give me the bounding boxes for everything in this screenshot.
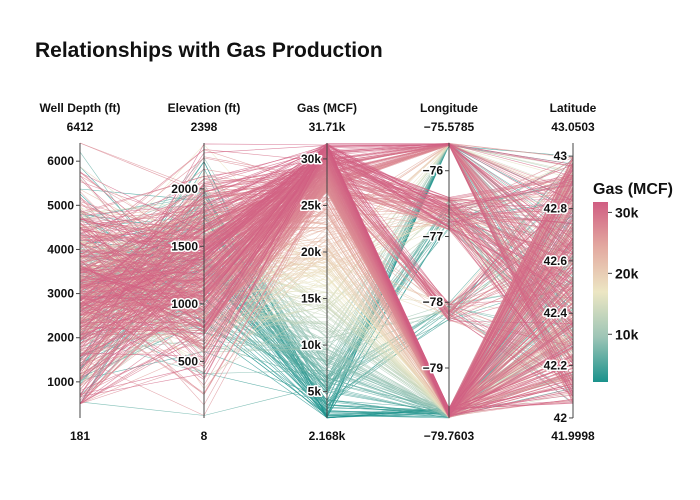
axis-min-label: 41.9998 — [551, 429, 595, 443]
colorbar-gradient — [593, 202, 608, 382]
axis-title: Elevation (ft) — [168, 101, 241, 115]
axis-5: Latitude 43.0503 41.9998 42 42.2 42.4 42.6 42.8… — [542, 101, 597, 443]
axis-min-label: 8 — [201, 429, 208, 443]
axis-tick-label: 5000 — [47, 198, 74, 212]
axis-tick-label: 2000 — [47, 331, 74, 345]
axis-tick-label: 15k — [301, 292, 321, 306]
axis-tick-label: 20k — [301, 245, 321, 259]
axis-max-label: 2398 — [191, 120, 218, 134]
axis-tick-label: 1000 — [47, 375, 74, 389]
axis-tick-label: 30k — [301, 152, 321, 166]
axis-title: Longitude — [420, 101, 478, 115]
axis-title: Latitude — [550, 101, 597, 115]
axis-tick-label: 5k — [308, 385, 322, 399]
axis-tick-label: −79 — [423, 361, 444, 375]
axis-min-label: 2.168k — [309, 429, 346, 443]
colorbar-tick-label: 20k — [615, 265, 639, 281]
colorbar: Gas (MCF) 10k 20k 30k — [593, 181, 673, 382]
axis-min-label: 181 — [70, 429, 90, 443]
axis-max-label: 43.0503 — [551, 120, 595, 134]
axis-min-label: −79.7603 — [424, 429, 475, 443]
colorbar-tick-label: 10k — [615, 326, 639, 342]
axis-tick-label: 43 — [554, 149, 568, 163]
axis-tick-label: 42.8 — [544, 202, 568, 216]
axis-1: Well Depth (ft) 6412 181 1000 2000 3000 4000 50… — [39, 101, 120, 443]
axis-tick-label: −77 — [423, 229, 444, 243]
axis-tick-label: 42.6 — [544, 254, 568, 268]
axis-tick-label: 4000 — [47, 242, 74, 256]
axis-tick-label: 6000 — [47, 154, 74, 168]
axis-title: Well Depth (ft) — [39, 101, 120, 115]
axis-tick-label: 42.2 — [544, 359, 568, 373]
axis-tick-label: −76 — [423, 164, 444, 178]
axes-layer: Well Depth (ft) 6412 181 1000 2000 3000 4000 50… — [39, 101, 596, 443]
axis-tick-label: 42.4 — [544, 306, 568, 320]
axis-tick-label: 1000 — [171, 297, 198, 311]
colorbar-tick-label: 30k — [615, 204, 639, 220]
axis-tick-label: 3000 — [47, 287, 74, 301]
chart-title: Relationships with Gas Production — [35, 39, 383, 62]
axis-max-label: 6412 — [67, 120, 94, 134]
axis-title: Gas (MCF) — [297, 101, 357, 115]
polylines-layer — [79, 142, 574, 419]
axis-tick-label: 42 — [554, 411, 568, 425]
axis-4: Longitude −75.5785 −79.7603 −79 −78 −77 −76 — [420, 101, 478, 443]
axis-tick-label: −78 — [423, 295, 444, 309]
axis-tick-label: 10k — [301, 338, 321, 352]
axis-3: Gas (MCF) 31.71k 2.168k 5k 10k 15k 20k 25k 30k — [297, 101, 357, 443]
axis-tick-label: 500 — [178, 354, 198, 368]
axis-tick-label: 1500 — [171, 239, 198, 253]
colorbar-title: Gas (MCF) — [593, 181, 673, 198]
axis-tick-label: 2000 — [171, 182, 198, 196]
axis-2: Elevation (ft) 2398 8 500 1000 1500 2000 — [168, 101, 241, 443]
axis-max-label: −75.5785 — [424, 120, 475, 134]
axis-tick-label: 25k — [301, 198, 321, 212]
axis-max-label: 31.71k — [309, 120, 346, 134]
